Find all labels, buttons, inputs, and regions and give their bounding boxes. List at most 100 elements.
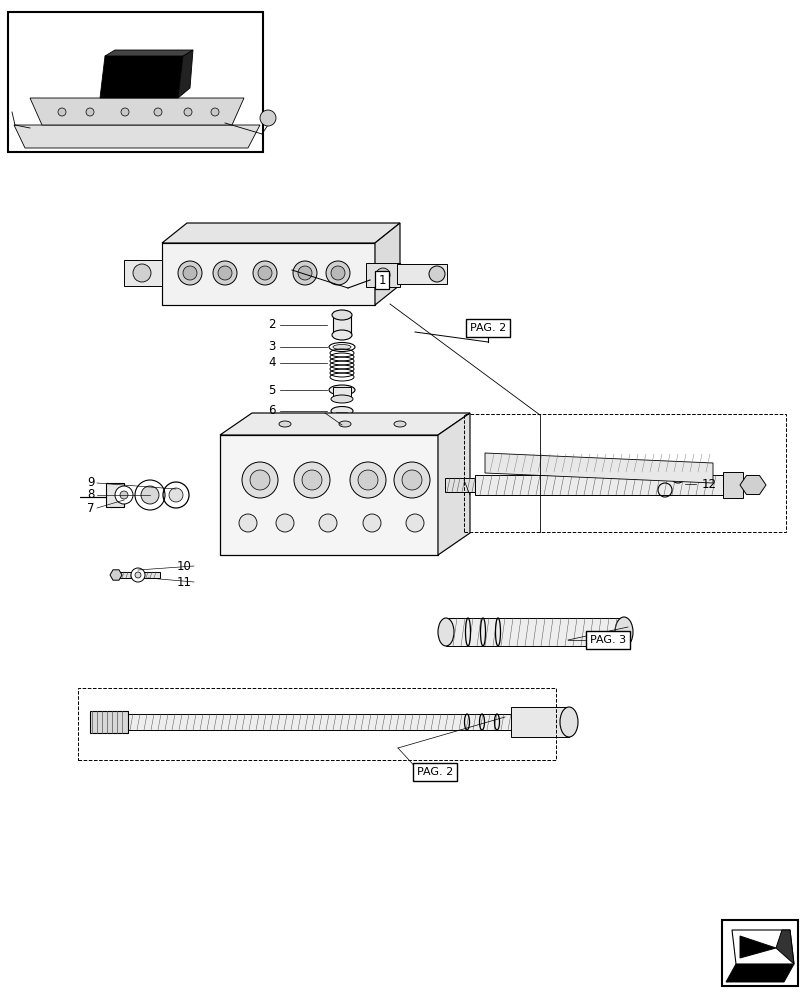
Polygon shape (178, 50, 193, 98)
Ellipse shape (332, 330, 351, 340)
Text: 6: 6 (268, 404, 276, 418)
Ellipse shape (560, 707, 577, 737)
Ellipse shape (338, 421, 350, 427)
Circle shape (86, 108, 94, 116)
Circle shape (141, 486, 159, 504)
Bar (463, 414, 785, 532)
Bar (333, 315, 350, 335)
Text: 12: 12 (702, 478, 716, 490)
Circle shape (182, 266, 197, 280)
Text: 11: 11 (177, 576, 191, 588)
Circle shape (325, 261, 350, 285)
Text: PAG. 2: PAG. 2 (470, 323, 505, 333)
Circle shape (293, 261, 316, 285)
Circle shape (363, 514, 380, 532)
Polygon shape (775, 930, 793, 964)
Polygon shape (80, 483, 124, 507)
Circle shape (428, 266, 444, 282)
Bar (116, 572, 160, 578)
Ellipse shape (437, 618, 453, 646)
Bar (90, 711, 128, 733)
Polygon shape (739, 936, 775, 958)
Circle shape (58, 108, 66, 116)
Polygon shape (331, 413, 353, 425)
Circle shape (238, 514, 257, 532)
Text: PAG. 3: PAG. 3 (590, 635, 625, 645)
Text: 3: 3 (268, 340, 276, 354)
Bar (510, 707, 569, 737)
Polygon shape (109, 570, 122, 580)
Circle shape (375, 268, 389, 282)
Polygon shape (162, 223, 400, 243)
Ellipse shape (279, 421, 290, 427)
Polygon shape (220, 435, 437, 555)
Circle shape (276, 514, 294, 532)
Circle shape (211, 108, 219, 116)
Circle shape (212, 261, 237, 285)
Text: 10: 10 (177, 560, 191, 572)
Polygon shape (162, 243, 375, 305)
Polygon shape (739, 475, 765, 495)
Polygon shape (105, 50, 193, 56)
Circle shape (358, 470, 378, 490)
Circle shape (393, 462, 430, 498)
Polygon shape (731, 930, 793, 964)
Circle shape (260, 110, 276, 126)
Ellipse shape (333, 344, 350, 350)
Circle shape (331, 266, 345, 280)
Bar (445, 618, 623, 646)
Polygon shape (437, 413, 470, 555)
Bar (444, 478, 474, 492)
Circle shape (250, 470, 270, 490)
Circle shape (406, 514, 423, 532)
Ellipse shape (614, 617, 633, 647)
Ellipse shape (328, 342, 354, 352)
Polygon shape (220, 413, 470, 435)
Circle shape (120, 491, 128, 499)
Circle shape (135, 480, 165, 510)
Ellipse shape (328, 385, 354, 395)
Text: 5: 5 (268, 383, 276, 396)
Circle shape (178, 261, 202, 285)
Ellipse shape (332, 310, 351, 320)
Bar (78, 688, 556, 760)
Circle shape (258, 266, 272, 280)
Bar (333, 387, 350, 399)
Polygon shape (14, 125, 260, 148)
Bar (474, 475, 722, 495)
Polygon shape (100, 56, 182, 98)
Polygon shape (484, 453, 712, 483)
Bar (722, 472, 742, 498)
Circle shape (184, 108, 191, 116)
Text: 7: 7 (88, 502, 95, 514)
Text: 4: 4 (268, 357, 276, 369)
Text: 2: 2 (268, 318, 276, 332)
Circle shape (115, 486, 133, 504)
Ellipse shape (331, 406, 353, 416)
Circle shape (121, 108, 129, 116)
Circle shape (242, 462, 277, 498)
Circle shape (217, 266, 232, 280)
Bar (90, 714, 534, 730)
Bar (8, 12, 263, 152)
Text: 1: 1 (378, 273, 385, 286)
Bar (366, 263, 400, 287)
Circle shape (253, 261, 277, 285)
Circle shape (298, 266, 311, 280)
Circle shape (350, 462, 385, 498)
Circle shape (169, 488, 182, 502)
Text: 9: 9 (88, 477, 95, 489)
Polygon shape (30, 98, 243, 125)
Text: PAG. 2: PAG. 2 (416, 767, 453, 777)
Circle shape (302, 470, 322, 490)
Ellipse shape (331, 395, 353, 403)
Circle shape (133, 264, 151, 282)
Bar (124, 260, 162, 286)
Bar (721, 920, 797, 986)
Circle shape (131, 568, 145, 582)
Polygon shape (725, 964, 793, 982)
Circle shape (154, 108, 162, 116)
Circle shape (319, 514, 337, 532)
Bar (397, 264, 446, 284)
Circle shape (135, 572, 141, 578)
